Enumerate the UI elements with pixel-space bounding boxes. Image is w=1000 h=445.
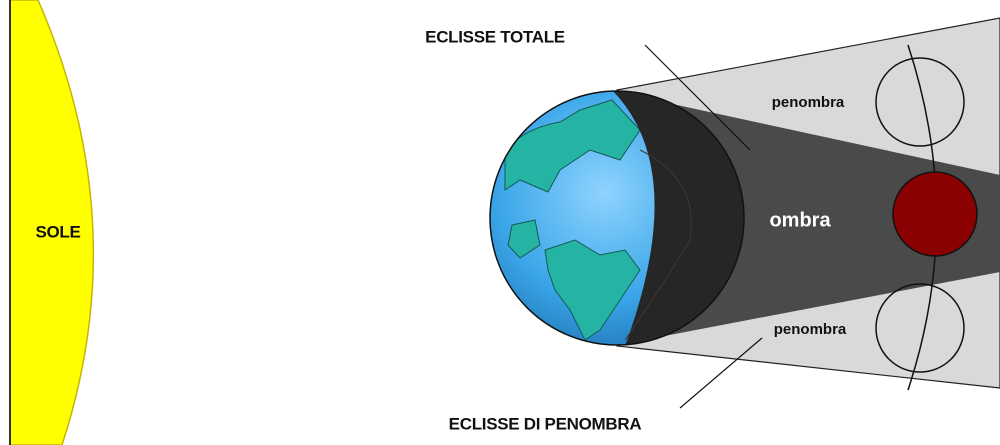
total-eclipse-label: ECLISSE TOTALE [425, 27, 565, 46]
moon-umbra [893, 172, 977, 256]
penumbral-eclipse-label: ECLISSE DI PENOMBRA [449, 414, 642, 433]
penumbra-label: penombra [774, 321, 847, 338]
eclipse-diagram: SOLE penombra ombra penombra ECLISSE TOT… [0, 0, 1000, 445]
umbra-label: ombra [769, 209, 831, 231]
page: SOLE penombra ombra penombra ECLISSE TOT… [0, 0, 1000, 445]
penumbra-label: penombra [772, 94, 845, 111]
sun-label: SOLE [35, 222, 80, 241]
